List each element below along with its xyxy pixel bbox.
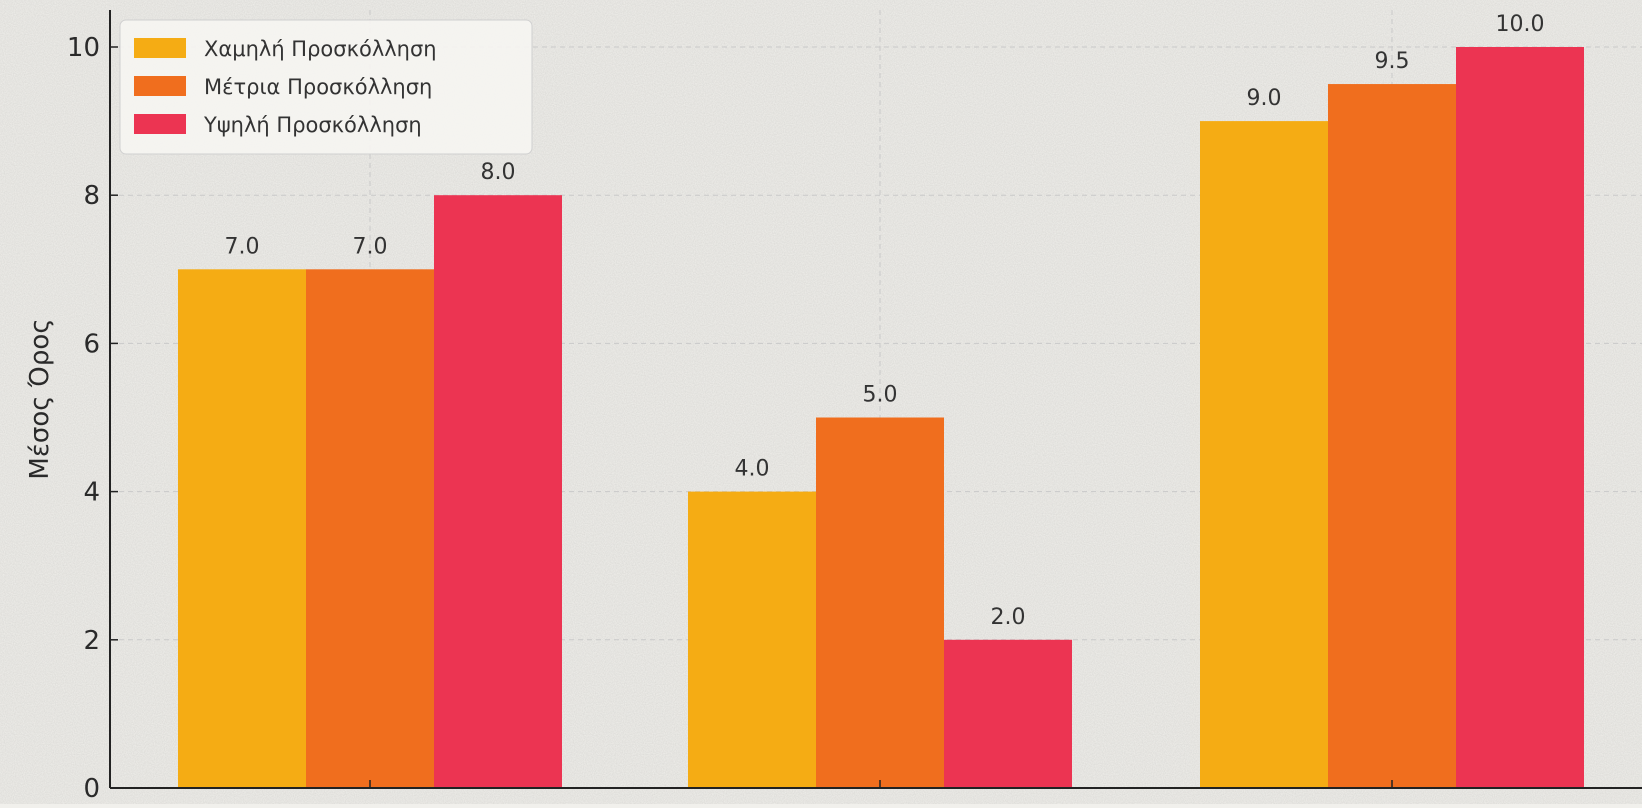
bar-value-label: 9.0 [1247,86,1282,111]
axes [109,10,1642,789]
bar-value-label: 9.5 [1375,49,1410,74]
legend-swatch [134,114,186,134]
legend-swatch [134,76,186,96]
legend-swatch [134,38,186,58]
legend: Χαμηλή Προσκόλληση Μέτρια Προσκόλληση Υψηλ… [119,19,533,155]
bar [306,269,434,788]
bar [688,491,816,788]
bar-value-label: 4.0 [735,457,770,482]
legend-label: Υψηλή Προσκόλληση [203,113,422,137]
bar [1200,121,1328,789]
legend-label: Μέτρια Προσκόλληση [204,75,432,99]
legend-label: Χαμηλή Προσκόλληση [204,37,437,61]
y-tick-label: 8 [83,181,100,211]
bar [1456,47,1584,788]
bar [944,639,1072,788]
y-tick-label: 6 [83,329,100,359]
bar [434,195,562,788]
bar-value-label: 2.0 [991,605,1026,630]
bar-value-label: 10.0 [1496,12,1545,37]
bars [178,47,1584,789]
bar [816,417,944,788]
y-tick-label: 10 [67,33,100,63]
legend-box [119,19,533,155]
y-tick-label: 0 [83,774,100,804]
bar [178,269,306,788]
y-tick-label: 2 [83,626,100,656]
bar-value-label: 5.0 [863,383,898,408]
y-axis-title: Μέσος Όρος [25,318,55,479]
value-labels: 7.0 4.0 9.0 7.0 5.0 9.5 8.0 2.0 10.0 [225,12,1545,630]
bar-value-label: 7.0 [353,234,388,259]
bar-value-label: 8.0 [481,160,516,185]
bar [1328,84,1456,789]
bar-value-label: 7.0 [225,234,260,259]
y-tick-labels: 0 2 4 6 8 10 [67,33,118,804]
y-tick-label: 4 [83,478,100,508]
